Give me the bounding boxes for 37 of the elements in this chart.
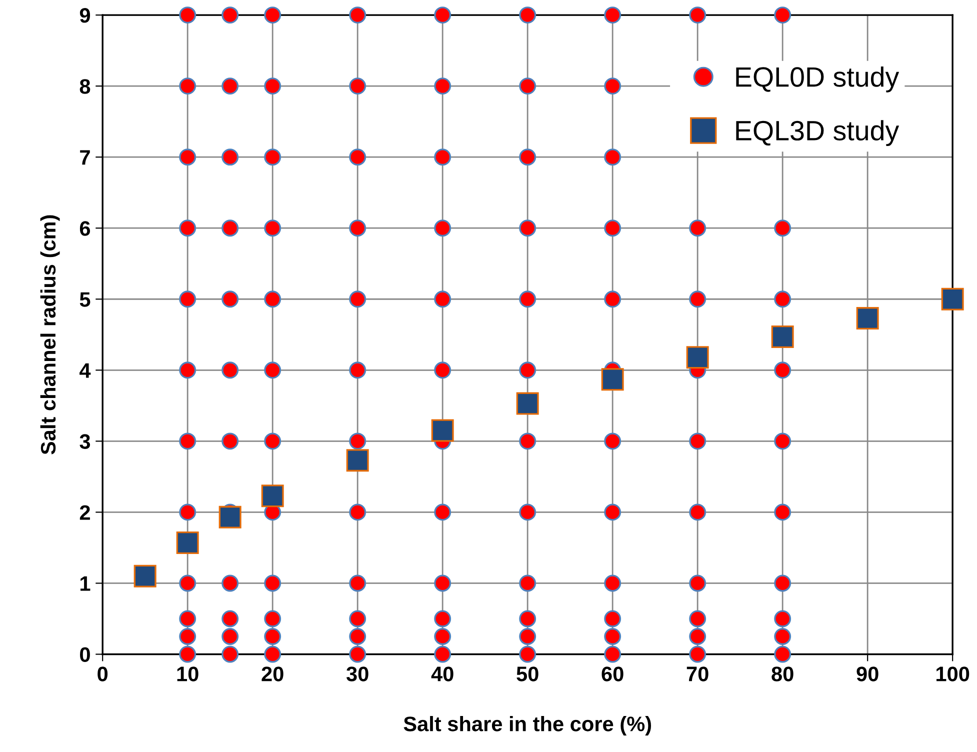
point [346, 449, 369, 472]
y-tick-label: 3 [80, 434, 90, 449]
x-tick-label: 40 [431, 666, 454, 682]
x-tick-label: 10 [177, 666, 198, 682]
y-tick-label: 1 [80, 576, 90, 591]
point [431, 419, 454, 442]
point [941, 288, 964, 310]
y-tick-label: 8 [80, 79, 90, 94]
x-tick-label: 70 [686, 666, 708, 682]
y-tick-label: 9 [80, 8, 90, 23]
legend-label: EQL3D study [736, 120, 900, 146]
point [176, 531, 199, 554]
x-tick-label: 20 [262, 666, 284, 682]
point [261, 484, 284, 508]
point [856, 307, 879, 330]
point [601, 368, 624, 391]
point [686, 346, 709, 369]
y-tick-label: 4 [80, 363, 91, 378]
y-tick-label: 7 [80, 150, 90, 165]
x-tick-label: 30 [346, 666, 368, 682]
y-axis-title: Salt channel radius (cm) [40, 215, 60, 454]
x-axis-title: Salt share in the core (%) [404, 716, 652, 736]
x-tick-label: 100 [936, 666, 970, 682]
x-tick-label: 80 [772, 666, 794, 682]
y-tick-label: 6 [80, 221, 90, 236]
y-tick-label: 0 [80, 647, 90, 662]
x-tick-label: 0 [98, 666, 108, 682]
point [134, 564, 156, 588]
y-tick-label: 2 [80, 505, 90, 520]
legend-label: EQL0D study [736, 66, 900, 92]
point [516, 392, 539, 415]
y-tick-label: 5 [80, 292, 90, 307]
x-tick-label: 50 [516, 666, 538, 682]
x-tick-label: 90 [856, 666, 878, 682]
x-tick-label: 60 [602, 666, 624, 682]
point [218, 506, 242, 528]
point [771, 326, 794, 348]
